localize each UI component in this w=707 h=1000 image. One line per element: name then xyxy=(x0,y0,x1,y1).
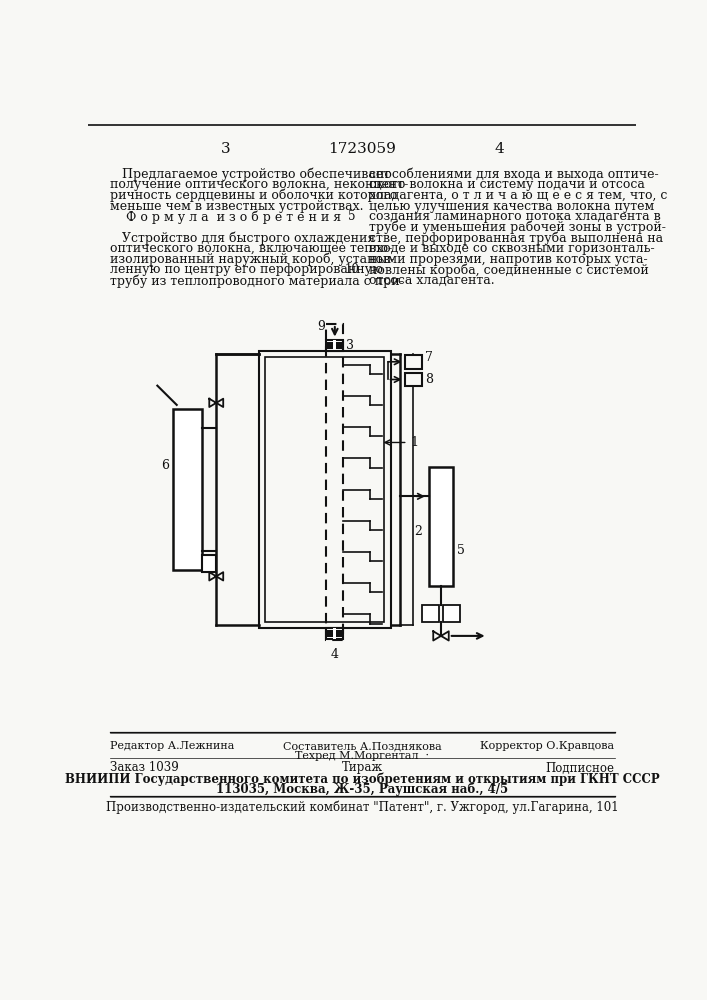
Text: Подписное: Подписное xyxy=(546,761,614,774)
Text: ВНИИПИ Государственного комитета по изобретениям и открытиям при ГКНТ СССР: ВНИИПИ Государственного комитета по изоб… xyxy=(64,773,659,786)
Text: Производственно-издательский комбинат "Патент", г. Ужгород, ул.Гагарина, 101: Производственно-издательский комбинат "П… xyxy=(105,801,618,814)
Bar xyxy=(333,628,337,639)
Bar xyxy=(327,342,344,349)
Bar xyxy=(327,630,344,637)
Bar xyxy=(429,466,452,586)
Text: Предлагаемое устройство обеспечивает: Предлагаемое устройство обеспечивает xyxy=(110,168,390,181)
Text: меньше чем в известных устройствах.: меньше чем в известных устройствах. xyxy=(110,200,363,213)
Text: ленную по центру его перфорированную: ленную по центру его перфорированную xyxy=(110,263,383,276)
Bar xyxy=(333,340,337,351)
Text: Корректор О.Кравцова: Корректор О.Кравцова xyxy=(481,741,614,751)
Text: 8: 8 xyxy=(425,373,433,386)
Text: 9: 9 xyxy=(317,320,325,333)
Bar xyxy=(422,605,439,622)
Text: хладагента, о т л и ч а ю щ е е с я тем, что, с: хладагента, о т л и ч а ю щ е е с я тем,… xyxy=(369,189,667,202)
Text: 6: 6 xyxy=(161,459,169,472)
Text: ными прорезями, напротив которых уста-: ными прорезями, напротив которых уста- xyxy=(369,253,648,266)
Text: входе и выходе со сквозными горизонталь-: входе и выходе со сквозными горизонталь- xyxy=(369,242,655,255)
Text: 10: 10 xyxy=(344,263,359,276)
Bar xyxy=(265,357,385,622)
Text: получение оптического волокна, неконцент-: получение оптического волокна, неконцент… xyxy=(110,178,409,191)
Text: Техред М.Моргентал  ·: Техред М.Моргентал · xyxy=(295,751,429,761)
Text: оптического волокна, включающее тепло-: оптического волокна, включающее тепло- xyxy=(110,242,392,255)
Text: 5: 5 xyxy=(348,210,356,223)
Text: 113035, Москва, Ж-35, Раушская наб., 4/5: 113035, Москва, Ж-35, Раушская наб., 4/5 xyxy=(216,783,508,796)
Text: 7: 7 xyxy=(425,351,433,364)
Text: 4: 4 xyxy=(331,648,339,661)
Bar xyxy=(202,555,216,572)
Text: стве, перфорированная труба выполнена на: стве, перфорированная труба выполнена на xyxy=(369,231,663,245)
Text: трубу из теплопроводного материала с при-: трубу из теплопроводного материала с при… xyxy=(110,274,404,288)
Text: Ф о р м у л а  и з о б р е т е н и я: Ф о р м у л а и з о б р е т е н и я xyxy=(126,210,341,224)
Text: Устройство для быстрого охлаждения: Устройство для быстрого охлаждения xyxy=(110,231,375,245)
Text: ричность сердцевины и оболочки которого: ричность сердцевины и оболочки которого xyxy=(110,189,397,202)
Text: Заказ 1039: Заказ 1039 xyxy=(110,761,179,774)
Bar xyxy=(259,351,391,628)
Text: создания ламинарного потока хладагента в: создания ламинарного потока хладагента в xyxy=(369,210,660,223)
Bar xyxy=(404,355,421,369)
Text: 5: 5 xyxy=(457,544,464,557)
Text: целью улучшения качества волокна путем: целью улучшения качества волокна путем xyxy=(369,200,654,213)
Text: 3: 3 xyxy=(221,142,230,156)
Text: 4: 4 xyxy=(494,142,504,156)
Text: способлениями для входа и выхода оптиче-: способлениями для входа и выхода оптиче- xyxy=(369,168,658,181)
Text: Редактор А.Лежнина: Редактор А.Лежнина xyxy=(110,741,235,751)
Bar xyxy=(173,409,202,570)
Text: изолированный наружный короб, установ-: изолированный наружный короб, установ- xyxy=(110,253,395,266)
Text: Составитель А.Позднякова: Составитель А.Позднякова xyxy=(283,741,441,751)
Text: новлены короба, соединенные с системой: новлены короба, соединенные с системой xyxy=(369,263,649,277)
Text: отсоса хладагента.: отсоса хладагента. xyxy=(369,274,495,287)
Bar xyxy=(404,373,421,386)
Text: 1723059: 1723059 xyxy=(328,142,396,156)
Bar xyxy=(327,628,344,639)
Text: ского волокна и систему подачи и отсоса: ского волокна и систему подачи и отсоса xyxy=(369,178,645,191)
Bar xyxy=(327,340,344,351)
Bar xyxy=(327,324,344,640)
Text: 1: 1 xyxy=(410,436,418,449)
Bar xyxy=(443,605,460,622)
Text: 3: 3 xyxy=(346,339,354,352)
Text: Тираж: Тираж xyxy=(341,761,382,774)
Text: 2: 2 xyxy=(414,525,422,538)
Text: трубе и уменьшения рабочей зоны в устрой-: трубе и уменьшения рабочей зоны в устрой… xyxy=(369,221,666,234)
